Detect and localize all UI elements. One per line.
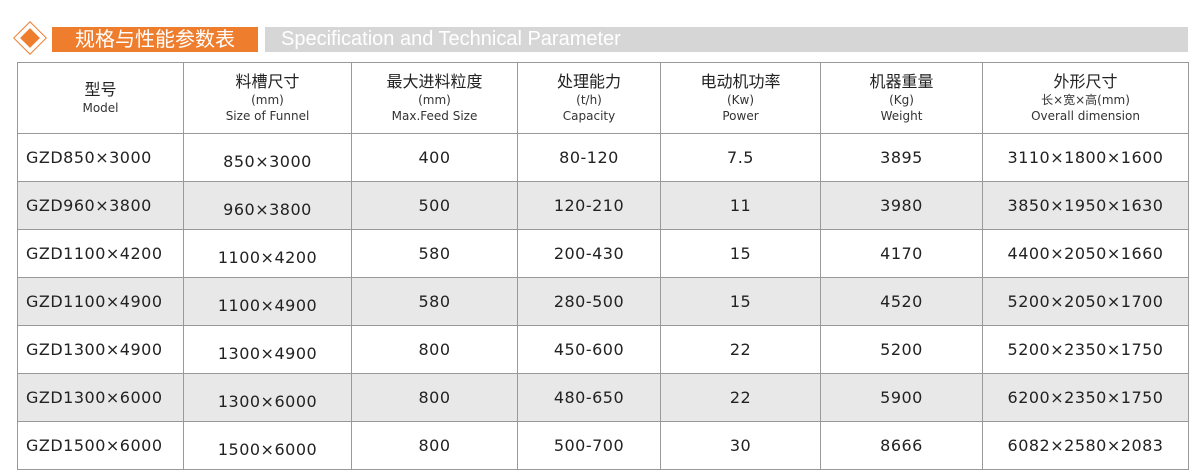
table-cell: 30 [660,421,821,470]
table-cell: 1100×4200 [183,229,352,278]
table-cell: 3110×1800×1600 [982,133,1189,182]
table-cell: 1100×4900 [183,277,352,326]
column-header-en: Weight [880,109,923,123]
table-row: GZD1100×4200 1100×4200 580 200-430 15 4170 440… [17,229,1189,278]
table-cell: 3850×1950×1630 [982,181,1189,230]
table-cell: GZD1100×4900 [17,277,184,326]
table-cell: 5200 [820,325,983,374]
column-header: 型号 Model [17,62,184,134]
column-header-en: Model [82,101,119,115]
table-row: GZD1300×4900 1300×4900 800 450-600 22 5200 520… [17,325,1189,374]
table-cell: 800 [351,325,518,374]
column-header-unit: 长×宽×高(mm) [1041,93,1130,107]
column-header-unit: (mm) [251,93,284,107]
column-header: 电动机功率 (Kw) Power [660,62,821,134]
title-english: Specification and Technical Parameter [265,27,1188,52]
table-cell: 11 [660,181,821,230]
column-header-en: Max.Feed Size [391,109,478,123]
table-cell: 4400×2050×1660 [982,229,1189,278]
table-cell: 1300×6000 [183,373,352,422]
table-cell: 8666 [820,421,983,470]
table-cell: 480-650 [517,373,661,422]
table-cell: 400 [351,133,518,182]
column-header: 最大进料粒度 (mm) Max.Feed Size [351,62,518,134]
spec-table: 型号 Model 料槽尺寸 (mm) Size of Funnel 最大进料粒度 (mm) M… [17,62,1189,470]
table-cell: 15 [660,229,821,278]
table-row: GZD960×3800 960×3800 500 120-210 11 3980 3850×… [17,181,1189,230]
table-cell: 22 [660,325,821,374]
table-cell: 450-600 [517,325,661,374]
table-cell: 500 [351,181,518,230]
column-header: 机器重量 (Kg) Weight [820,62,983,134]
table-row: GZD1300×6000 1300×6000 800 480-650 22 5900 620… [17,373,1189,422]
table-cell: 580 [351,229,518,278]
column-header: 处理能力 (t/h) Capacity [517,62,661,134]
table-row: GZD1500×6000 1500×6000 800 500-700 30 8666 608… [17,421,1189,470]
table-cell: 7.5 [660,133,821,182]
table-cell: 3980 [820,181,983,230]
column-header: 外形尺寸长×宽×高(mm) Overall dimension [982,62,1189,134]
column-header-cn: 机器重量 [869,72,934,91]
table-cell: 850×3000 [183,133,352,182]
table-cell: 4170 [820,229,983,278]
table-cell: 500-700 [517,421,661,470]
table-cell: 800 [351,421,518,470]
title-chinese: 规格与性能参数表 [52,27,258,52]
column-header-unit: (mm) [418,93,451,107]
table-cell: GZD1500×6000 [17,421,184,470]
table-cell: 15 [660,277,821,326]
column-header-cn: 料槽尺寸 [235,72,300,91]
table-cell: GZD960×3800 [17,181,184,230]
column-header-unit: (t/h) [576,93,602,107]
table-cell: 80-120 [517,133,661,182]
table-cell: 22 [660,373,821,422]
table-cell: 1300×4900 [183,325,352,374]
table-cell: 5900 [820,373,983,422]
table-cell: GZD1100×4200 [17,229,184,278]
column-header-cn: 电动机功率 [700,72,781,91]
diamond-icon [13,21,47,55]
table-cell: 6200×2350×1750 [982,373,1189,422]
column-header-cn: 最大进料粒度 [386,72,483,91]
table-cell: 4520 [820,277,983,326]
header-row: 型号 Model 料槽尺寸 (mm) Size of Funnel 最大进料粒度 (mm) M… [17,62,1189,134]
table-cell: 5200×2350×1750 [982,325,1189,374]
column-header-cn: 处理能力 [556,72,621,91]
table-cell: 6082×2580×2083 [982,421,1189,470]
table-cell: GZD1300×6000 [17,373,184,422]
table-cell: 800 [351,373,518,422]
table-cell: 580 [351,277,518,326]
table-row: GZD850×3000 850×3000 400 80-120 7.5 3895 3110×… [17,133,1189,182]
column-header-en: Power [722,109,759,123]
table-row: GZD1100×4900 1100×4900 580 280-500 15 4520 520… [17,277,1189,326]
table-cell: 960×3800 [183,181,352,230]
column-header-en: Capacity [562,109,616,123]
table-cell: 3895 [820,133,983,182]
table-cell: GZD1300×4900 [17,325,184,374]
column-header: 料槽尺寸 (mm) Size of Funnel [183,62,352,134]
table-cell: 5200×2050×1700 [982,277,1189,326]
column-header-en: Overall dimension [1031,109,1140,123]
table-cell: 280-500 [517,277,661,326]
table-cell: GZD850×3000 [17,133,184,182]
table-cell: 120-210 [517,181,661,230]
column-header-cn: 型号 [84,80,117,99]
column-header-cn: 外形尺寸 [1053,72,1118,91]
column-header-unit: (Kw) [726,93,755,107]
column-header-en: Size of Funnel [225,109,310,123]
table-cell: 1500×6000 [183,421,352,470]
table-cell: 200-430 [517,229,661,278]
column-header-unit: (Kg) [889,93,914,107]
